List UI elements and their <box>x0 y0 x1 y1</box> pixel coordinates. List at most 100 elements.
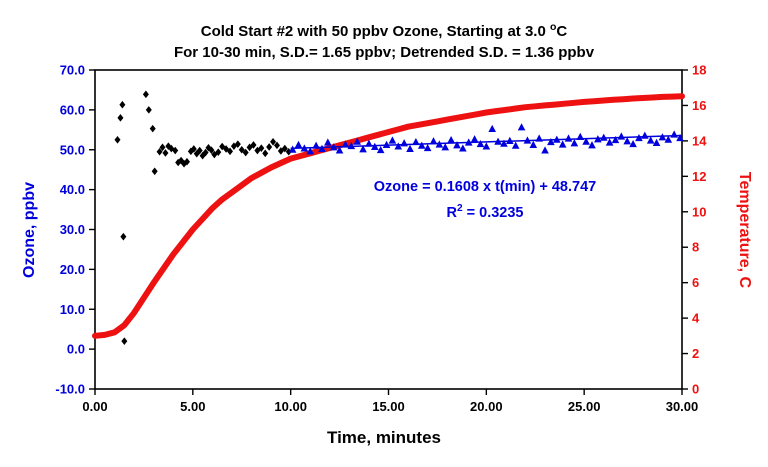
diamond-marker <box>183 157 190 166</box>
right-tick-label: 6 <box>692 275 699 290</box>
diamond-marker <box>114 135 121 144</box>
triangle-marker <box>547 137 555 146</box>
right-tick-label: 8 <box>692 240 699 255</box>
diamond-marker <box>227 147 234 156</box>
triangle-marker <box>552 135 561 143</box>
right-tick-label: 2 <box>692 346 699 361</box>
ozone-trend-line <box>290 134 683 150</box>
triangle-marker <box>623 137 632 145</box>
triangle-marker <box>470 135 479 143</box>
triangle-marker <box>588 141 596 149</box>
left-tick-label: 0.0 <box>67 342 85 357</box>
left-tick-label: 60.0 <box>60 102 85 117</box>
diamond-marker <box>196 146 203 155</box>
plot-border <box>94 69 683 390</box>
triangle-marker <box>670 130 678 138</box>
degree-superscript: o <box>549 21 557 33</box>
x-tick-label: 5.00 <box>180 399 205 414</box>
diamond-marker <box>250 141 257 149</box>
triangle-marker <box>353 137 361 145</box>
triangle-marker <box>482 142 491 150</box>
diamond-marker <box>193 149 200 158</box>
triangle-marker <box>417 141 426 149</box>
triangle-marker <box>447 135 455 144</box>
x-tick-label: 30.00 <box>666 399 699 414</box>
triangle-marker <box>641 131 649 139</box>
diamond-marker <box>159 143 166 152</box>
diamond-marker <box>254 146 261 155</box>
chart-title-line2: For 10-30 min, S.D.= 1.65 ppbv; Detrende… <box>173 44 595 61</box>
diamond-marker <box>281 144 288 153</box>
triangle-marker <box>570 139 579 147</box>
triangle-marker <box>558 140 567 148</box>
left-tick-label: 20.0 <box>60 262 85 277</box>
triangle-marker <box>371 142 379 150</box>
left-tick-label: 40.0 <box>60 182 85 197</box>
diamond-marker <box>246 143 253 152</box>
triangle-marker <box>347 141 356 150</box>
diamond-marker <box>117 114 124 122</box>
diamond-marker <box>190 145 197 153</box>
diamond-marker <box>202 148 209 157</box>
triangle-marker <box>511 141 520 149</box>
triangle-marker <box>288 145 297 153</box>
x-tick-label: 10.00 <box>274 399 307 414</box>
triangle-marker <box>388 136 397 144</box>
diamond-marker <box>273 141 280 150</box>
triangle-marker <box>594 135 602 143</box>
diamond-marker <box>121 337 128 345</box>
diamond-marker <box>242 148 249 157</box>
diamond-marker <box>215 148 222 156</box>
triangle-marker <box>312 141 320 149</box>
triangle-marker <box>629 139 637 148</box>
triangle-marker <box>535 134 543 142</box>
x-axis-label: Time, minutes <box>327 428 441 447</box>
triangle-marker <box>599 133 608 141</box>
diamond-marker <box>181 159 188 168</box>
triangle-marker <box>506 136 514 144</box>
triangle-marker <box>423 143 432 152</box>
x-tick-label: 0.00 <box>82 399 107 414</box>
triangle-marker <box>617 132 626 140</box>
triangle-marker <box>576 132 585 140</box>
triangle-marker <box>635 133 643 142</box>
triangle-marker <box>359 145 367 153</box>
triangle-marker <box>658 133 667 141</box>
triangle-marker <box>394 142 403 150</box>
x-tick-label: 25.00 <box>568 399 601 414</box>
left-tick-label: 70.0 <box>60 63 85 78</box>
ozone-startup-series <box>114 90 292 345</box>
triangle-marker <box>459 144 467 152</box>
triangle-marker <box>300 144 309 152</box>
triangle-marker <box>365 139 373 147</box>
triangle-marker <box>488 124 497 133</box>
left-tick-label: 50.0 <box>60 142 85 157</box>
triangle-marker <box>412 137 420 146</box>
diamond-marker <box>178 156 185 165</box>
ozone-steady-series <box>288 123 684 155</box>
diamond-marker <box>172 146 179 155</box>
right-tick-label: 0 <box>692 382 699 397</box>
diamond-marker <box>270 137 277 146</box>
diamond-marker <box>234 140 241 148</box>
regression-r-squared: R2 = 0.3235 <box>446 203 524 221</box>
triangle-marker <box>324 138 332 146</box>
diamond-marker <box>230 142 237 150</box>
chart-title-unit: C <box>556 23 568 40</box>
triangle-marker <box>294 140 303 148</box>
diamond-marker <box>285 147 292 156</box>
triangle-marker <box>652 138 661 146</box>
regression-annotation: Ozone = 0.1608 x t(min) + 48.747 R2 = 0.… <box>330 176 640 224</box>
triangle-marker <box>441 143 450 151</box>
diamond-marker <box>262 149 269 158</box>
right-tick-label: 18 <box>692 63 706 78</box>
triangle-marker <box>605 138 614 146</box>
right-tick-label: 4 <box>692 311 700 326</box>
x-tick-label: 20.00 <box>470 399 503 414</box>
diamond-marker <box>223 145 230 153</box>
triangle-marker <box>341 140 350 148</box>
triangle-marker <box>464 138 473 146</box>
triangle-marker <box>406 144 414 152</box>
